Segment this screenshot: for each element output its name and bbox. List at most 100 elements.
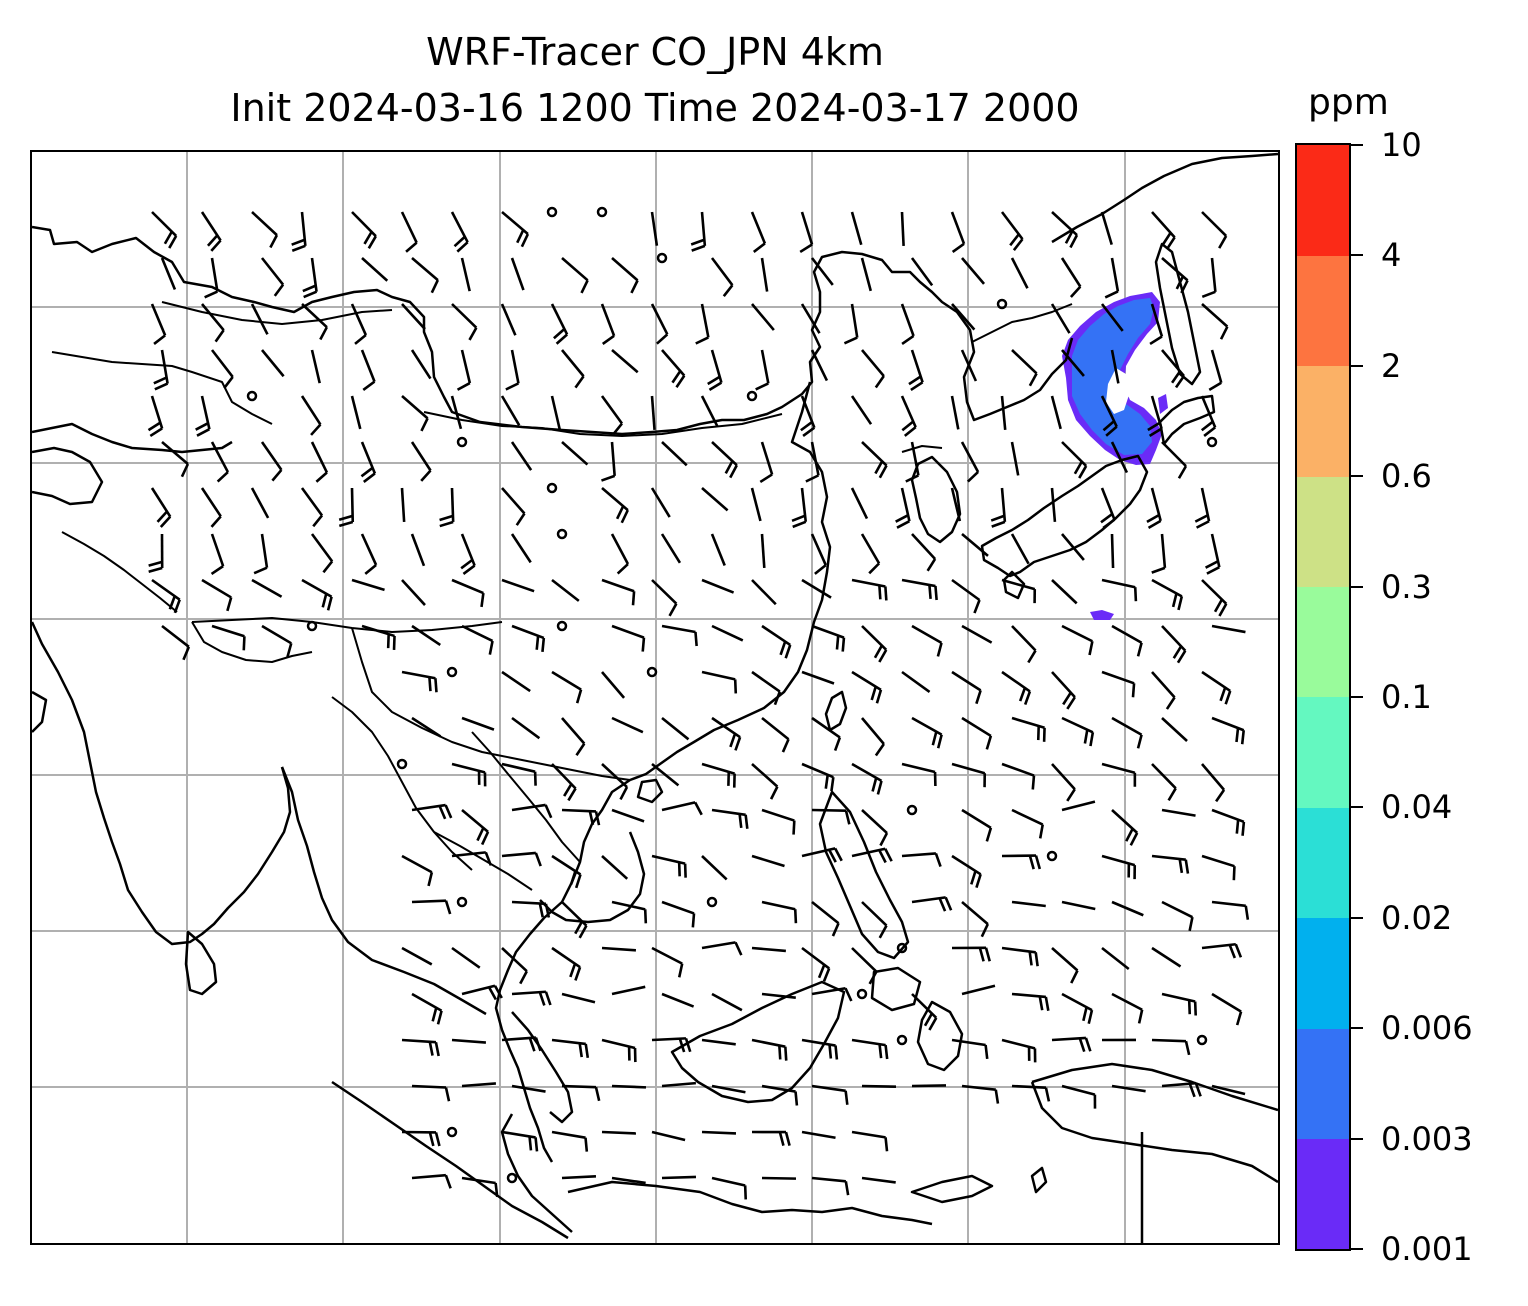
wind-barb [690,211,707,252]
wind-barb [701,1038,736,1046]
wind-barb [600,303,616,346]
wind-barb [551,1038,590,1059]
wind-barb [1201,303,1229,340]
colorbar-tick [1351,1248,1363,1250]
wind-barb [550,395,561,430]
wind-barb [961,716,993,750]
wind-barb [651,579,678,617]
colorbar-segment [1297,1138,1349,1250]
wind-barb [1001,762,1036,790]
wind-barb [1211,808,1246,836]
coast-papua [1030,1062,1278,1184]
colorbar-segment [1297,917,1349,1029]
calm-wind-circle [646,666,658,678]
country-borders [51,301,1073,891]
wind-barb [511,803,553,819]
border-nk [901,445,943,453]
colorbar-segment [1297,807,1349,919]
wind-barb [801,762,835,792]
wind-barb [501,578,535,593]
wind-barb [759,441,774,484]
wind-barb [551,578,580,602]
wind-barb [439,487,455,528]
wind-barb [861,349,885,389]
wind-barb [561,901,588,939]
border-himalaya [191,617,503,633]
wind-barb [400,487,406,523]
wind-barb [1100,211,1113,245]
wind-barb [961,257,986,285]
wind-barb [250,303,269,335]
wind-barb [911,716,943,749]
wind-barb [611,1176,646,1185]
wind-barb [561,1084,601,1102]
colorbar-tick [1351,806,1363,809]
wind-barb [851,1130,889,1152]
wind-barb [801,847,843,863]
wind-barb [1011,900,1046,908]
coast-mindanao [870,966,922,1012]
wind-barb [210,441,230,483]
border-nepal [191,621,313,663]
wind-barb [250,487,270,519]
colorbar-tick-label: 4 [1381,236,1402,275]
wind-barb [600,395,624,436]
wind-barb [204,257,219,299]
coast-korea [910,455,962,544]
wind-barb [510,533,532,564]
calm-wind-circle [306,620,318,632]
colorbar-tick [1351,916,1363,919]
coast-siberia [1051,152,1278,244]
wind-barb [1110,349,1120,384]
wind-barb [860,533,881,575]
wind-barb [1011,1084,1051,1102]
wind-barb [860,257,873,292]
wind-barb [1110,441,1129,474]
wind-barb [1100,395,1118,437]
wind-barb [461,1176,499,1198]
wind-barb [611,1084,647,1089]
wind-barb [851,1038,889,1060]
wind-barb [1061,349,1085,377]
wind-barb [911,533,937,572]
wind-barb [1051,211,1079,249]
wind-barb [561,1175,597,1180]
wind-barb [851,947,878,985]
wind-barb [1200,395,1217,437]
coastlines [32,152,1278,1243]
wind-barb [601,1038,637,1063]
colorbar-segment [1297,145,1349,256]
wind-barb [960,349,978,382]
wind-barb [401,946,433,966]
wind-barb [751,303,775,331]
wind-barb [750,487,762,522]
calm-wind-circle [1206,436,1218,448]
wind-barb [1211,1084,1246,1096]
calm-wind-circle [546,206,558,218]
wind-barb [200,303,225,343]
coast-caspian [32,446,104,506]
wind-barb [900,211,905,247]
wind-barb [811,716,842,752]
wind-barb [960,441,980,483]
calm-wind-circle [896,1034,908,1046]
wind-barb [1001,946,1039,967]
wind-barb [611,349,639,374]
wind-barb [360,533,378,575]
wind-barb [1111,716,1143,749]
wind-barb [900,395,917,437]
wind-barb [751,763,779,800]
wind-barb [801,670,835,685]
wind-barb [1001,578,1037,604]
coast-bay-of-bengal [280,766,487,1016]
calm-wind-circle [746,390,758,402]
wind-barb [760,257,769,292]
wind-barb [261,624,293,658]
wind-barb [451,851,493,866]
wind-barb [861,717,885,757]
border-pakistan [61,531,178,613]
colorbar-tick [1351,475,1363,478]
wind-barb [701,1130,737,1135]
wind-barb [701,670,738,694]
wind-barb [151,211,178,249]
